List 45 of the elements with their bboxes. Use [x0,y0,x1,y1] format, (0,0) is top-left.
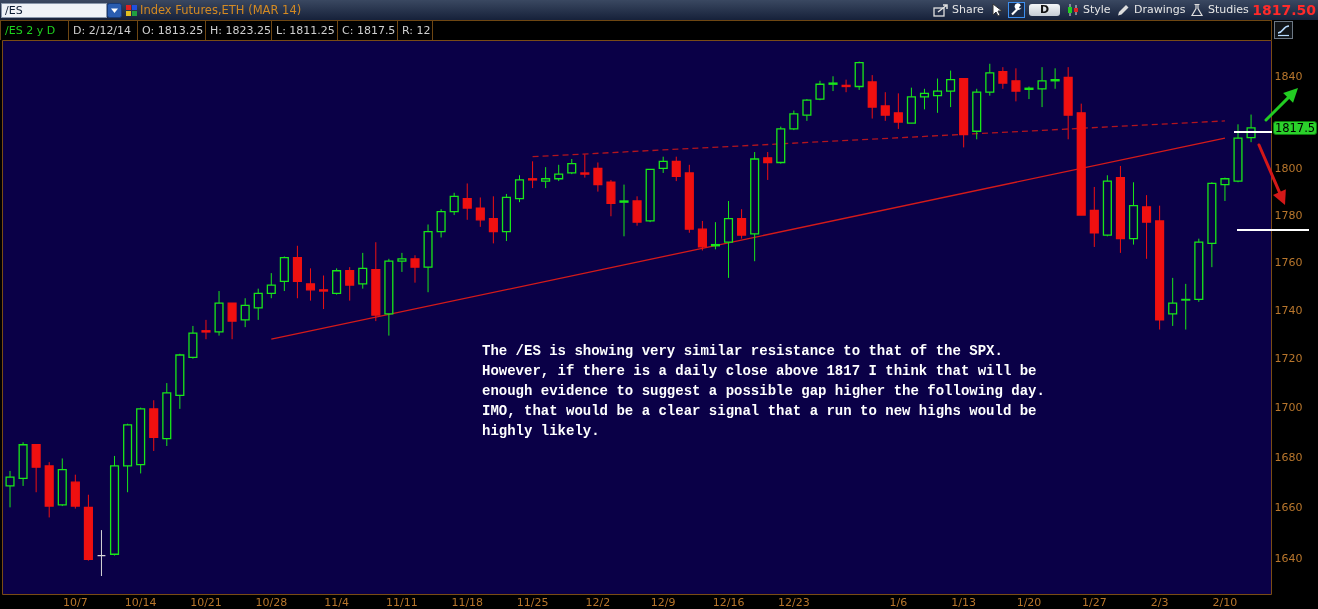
x-tick-label: 2/3 [1150,595,1169,609]
chart-title: /ES [1,3,107,18]
x-tick-label: 1/20 [1016,595,1042,609]
y-tick-label: 1800 [1274,161,1303,175]
text: Share [952,2,984,18]
text: 1817.50 [1251,1,1316,20]
text: H: 1823.25 [205,20,272,40]
text: Drawings [1134,2,1186,18]
x-tick-label: 11/18 [451,595,484,609]
x-tick-label: 2/10 [1212,595,1238,609]
y-tick-label: 1840 [1274,69,1303,83]
y-tick-label: 1740 [1274,303,1303,317]
x-tick-label: 1/13 [951,595,977,609]
x-tick-label: 10/14 [124,595,157,609]
y-tick-label: 1700 [1274,401,1303,415]
x-tick-label: 11/4 [324,595,349,609]
x-tick-label: 10/7 [62,595,88,609]
x-tick-label: 1/27 [1081,595,1107,609]
text: R: 12 [397,20,433,40]
text: Style [1083,2,1111,18]
text: D [1029,3,1060,16]
y-tick-label: 1760 [1274,255,1303,269]
text: O: 1813.25 [137,20,206,40]
text: L: 1811.25 [271,20,338,40]
y-tick-label: 1640 [1274,551,1303,565]
text: D: 2/12/14 [68,20,138,40]
text: Studies [1208,2,1249,18]
x-tick-label: 12/2 [585,595,611,609]
annotation: The /ES is showing very similar resistance to that of the SPX. However, if there is a daily close above 1817 I think that will be enough evidence to suggest a possible gap higher the following day. IMO, that would be a clear signal that a run to new highs would be highly likely. [482,342,1045,441]
x-tick-label: 11/11 [386,595,418,609]
x-tick-label: 10/21 [190,595,222,609]
text: /ES 2 y D [0,20,69,40]
text: C: 1817.5 [337,20,398,40]
x-tick-label: 12/9 [650,595,676,609]
x-tick-label: 10/28 [255,595,288,609]
x-tick-label: 12/16 [712,595,745,609]
y-tick-label: 1680 [1274,450,1303,464]
chart-subtitle: Index Futures,ETH (MAR 14) [140,2,302,19]
y-tick-label: 1660 [1274,500,1303,514]
annotation: 1817.5 [1273,120,1317,135]
y-tick-label: 1780 [1274,208,1303,222]
y-tick-label: 1720 [1274,352,1303,366]
x-tick-label: 11/25 [516,595,549,609]
x-tick-label: 1/6 [889,595,908,609]
x-tick-label: 12/23 [777,595,810,609]
